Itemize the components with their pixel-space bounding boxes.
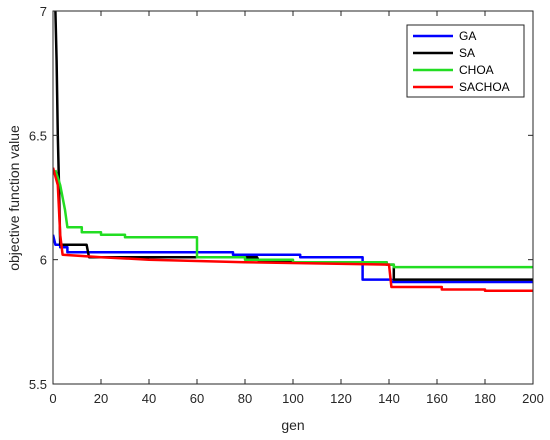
- legend-label-sachoa: SACHOA: [459, 80, 510, 94]
- y-tick-label: 6: [40, 253, 47, 268]
- x-tick-label: 20: [94, 391, 108, 406]
- x-tick-label: 0: [49, 391, 56, 406]
- y-tick-label: 6.5: [29, 128, 47, 143]
- y-axis-label: objective function value: [6, 125, 22, 271]
- x-tick-label: 80: [238, 391, 252, 406]
- series-line-sachoa: [53, 167, 533, 293]
- x-axis-label: gen: [281, 417, 304, 433]
- y-tick-label: 7: [40, 4, 47, 19]
- x-tick-label: 180: [474, 391, 496, 406]
- x-tick-label: 200: [522, 391, 544, 406]
- series-layer: [53, 11, 533, 293]
- ticks-layer: 0 20 40 60 80 100 120 140 160 180 200 5.5 6 6.5 7: [29, 4, 544, 406]
- y-tick-label: 5.5: [29, 377, 47, 392]
- x-tick-label: 100: [282, 391, 304, 406]
- legend-label-choa: CHOA: [459, 63, 494, 77]
- legend-label-sa: SA: [459, 46, 475, 60]
- legend-label-ga: GA: [459, 29, 476, 43]
- x-tick-label: 160: [426, 391, 448, 406]
- x-tick-label: 120: [330, 391, 352, 406]
- x-tick-label: 140: [378, 391, 400, 406]
- x-tick-label: 60: [190, 391, 204, 406]
- x-tick-label: 40: [142, 391, 156, 406]
